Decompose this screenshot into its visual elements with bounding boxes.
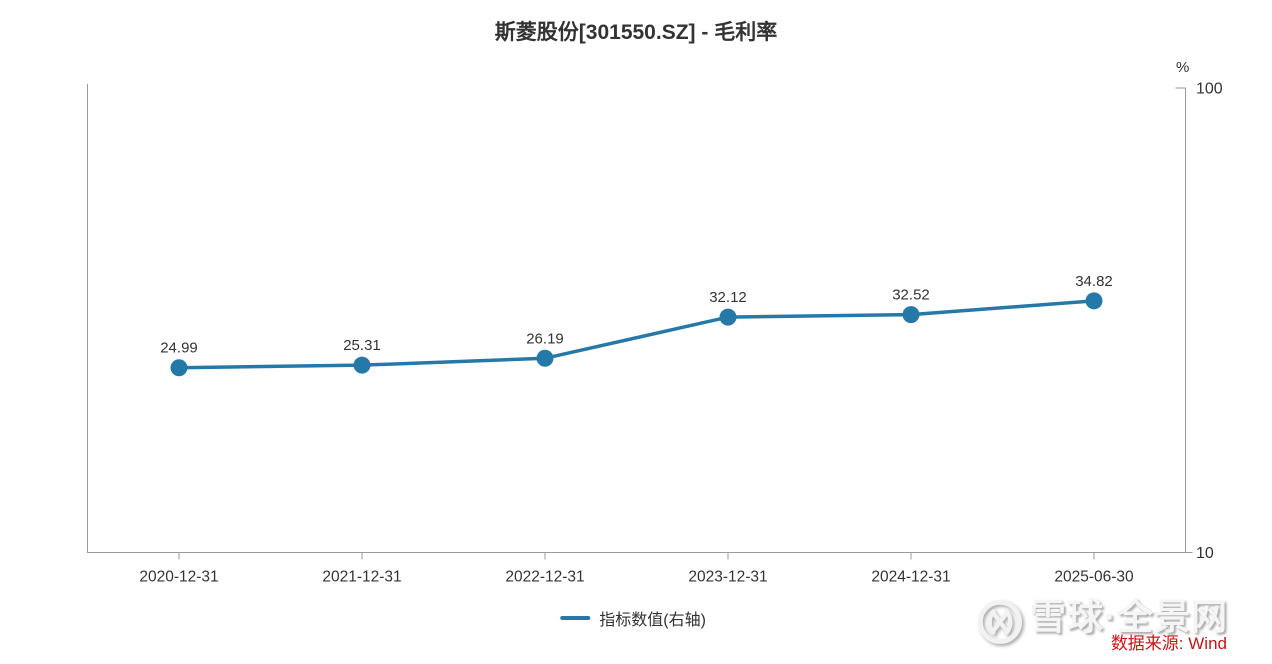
chart-title: 斯菱股份[301550.SZ] - 毛利率 xyxy=(494,21,778,44)
y-axis-unit-label: % xyxy=(1176,59,1189,76)
legend-label: 指标数值(右轴) xyxy=(599,612,706,629)
data-point-marker xyxy=(719,308,737,326)
x-axis-label: 2022-12-31 xyxy=(505,569,584,586)
data-point-label: 34.82 xyxy=(1075,273,1113,290)
data-point-marker xyxy=(536,349,554,367)
xueqiu-logo-icon xyxy=(977,599,1023,645)
data-point-marker xyxy=(1085,292,1103,310)
x-axis-label: 2025-06-30 xyxy=(1054,569,1134,586)
data-point-label: 24.99 xyxy=(160,340,198,357)
data-point-marker xyxy=(902,306,920,324)
data-point-label: 25.31 xyxy=(343,337,381,354)
y-axis-label: 10 xyxy=(1196,545,1214,562)
data-point-marker xyxy=(353,356,371,374)
legend: 指标数值(右轴) xyxy=(560,606,706,630)
series-line xyxy=(178,299,1095,370)
watermark: 雪球·全景网 xyxy=(977,597,1228,645)
y-axis-label: 100 xyxy=(1196,81,1223,98)
x-axis-label: 2024-12-31 xyxy=(871,569,950,586)
x-axis-label: 2020-12-31 xyxy=(139,569,218,586)
watermark-text: 雪球·全景网 xyxy=(1030,596,1228,637)
data-point-marker xyxy=(170,359,188,377)
data-point-label: 32.52 xyxy=(892,287,930,304)
data-point-label: 32.12 xyxy=(709,289,747,306)
legend-line-swatch xyxy=(560,616,591,620)
x-axis-label: 2021-12-31 xyxy=(322,569,401,586)
data-point-label: 26.19 xyxy=(526,330,564,347)
data-source-label: 数据来源: Wind xyxy=(1110,634,1227,653)
x-axis-label: 2023-12-31 xyxy=(688,569,767,586)
